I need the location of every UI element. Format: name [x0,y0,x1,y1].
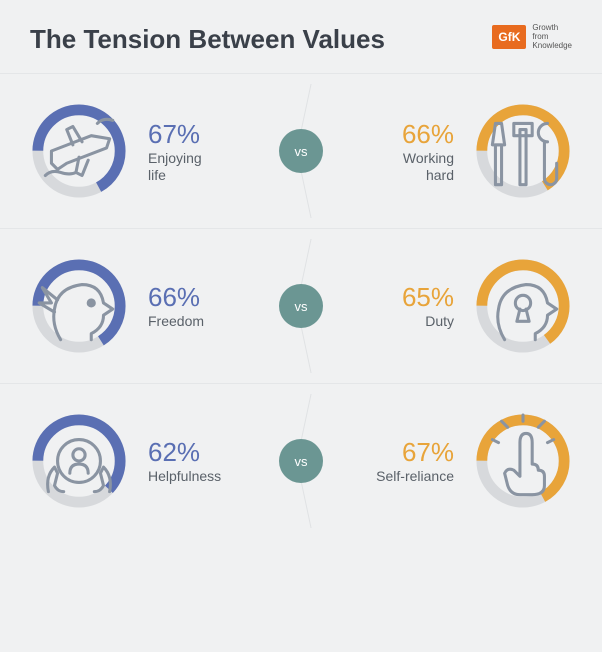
left-side: 66% Freedom [30,257,279,355]
right-label: 66% Workinghard [402,119,454,184]
left-side: 62% Helpfulness [30,412,279,510]
vs-badge: vs [279,439,323,483]
plane-icon [30,102,128,200]
right-text: Duty [425,313,454,330]
left-donut [30,257,128,355]
right-label: 65% Duty [402,282,454,330]
left-label: 66% Freedom [148,282,204,330]
left-text: Enjoyinglife [148,150,202,184]
bird-head-icon [30,257,128,355]
right-side: 65% Duty [323,257,572,355]
value-row: 62% Helpfulness vs 67% Self-reliance [0,384,602,538]
rows-container: 67% Enjoyinglife vs 66% Workinghard [0,74,602,538]
value-row: 66% Freedom vs 65% Duty [0,229,602,384]
right-donut [474,257,572,355]
finger-point-icon [474,412,572,510]
header: The Tension Between Values GfK Growth fr… [0,0,602,74]
left-side: 67% Enjoyinglife [30,102,279,200]
left-pct: 62% [148,437,200,468]
right-text: Workinghard [403,150,454,184]
left-donut [30,102,128,200]
left-label: 67% Enjoyinglife [148,119,202,184]
value-row: 67% Enjoyinglife vs 66% Workinghard [0,74,602,229]
left-text: Freedom [148,313,204,330]
page-title: The Tension Between Values [30,24,385,55]
hands-person-icon [30,412,128,510]
left-pct: 67% [148,119,200,150]
right-pct: 66% [402,119,454,150]
vs-badge: vs [279,129,323,173]
brand-logo: GfK [492,25,526,49]
right-pct: 65% [402,282,454,313]
left-pct: 66% [148,282,200,313]
vs-badge: vs [279,284,323,328]
tools-icon [474,102,572,200]
left-donut [30,412,128,510]
right-side: 67% Self-reliance [323,412,572,510]
keyhole-head-icon [474,257,572,355]
right-pct: 67% [402,437,454,468]
right-donut [474,412,572,510]
left-label: 62% Helpfulness [148,437,221,485]
right-label: 67% Self-reliance [376,437,454,485]
right-text: Self-reliance [376,468,454,485]
right-side: 66% Workinghard [323,102,572,200]
right-donut [474,102,572,200]
brand: GfK Growth from Knowledge [492,24,572,50]
left-text: Helpfulness [148,468,221,485]
brand-tagline: Growth from Knowledge [532,24,572,50]
